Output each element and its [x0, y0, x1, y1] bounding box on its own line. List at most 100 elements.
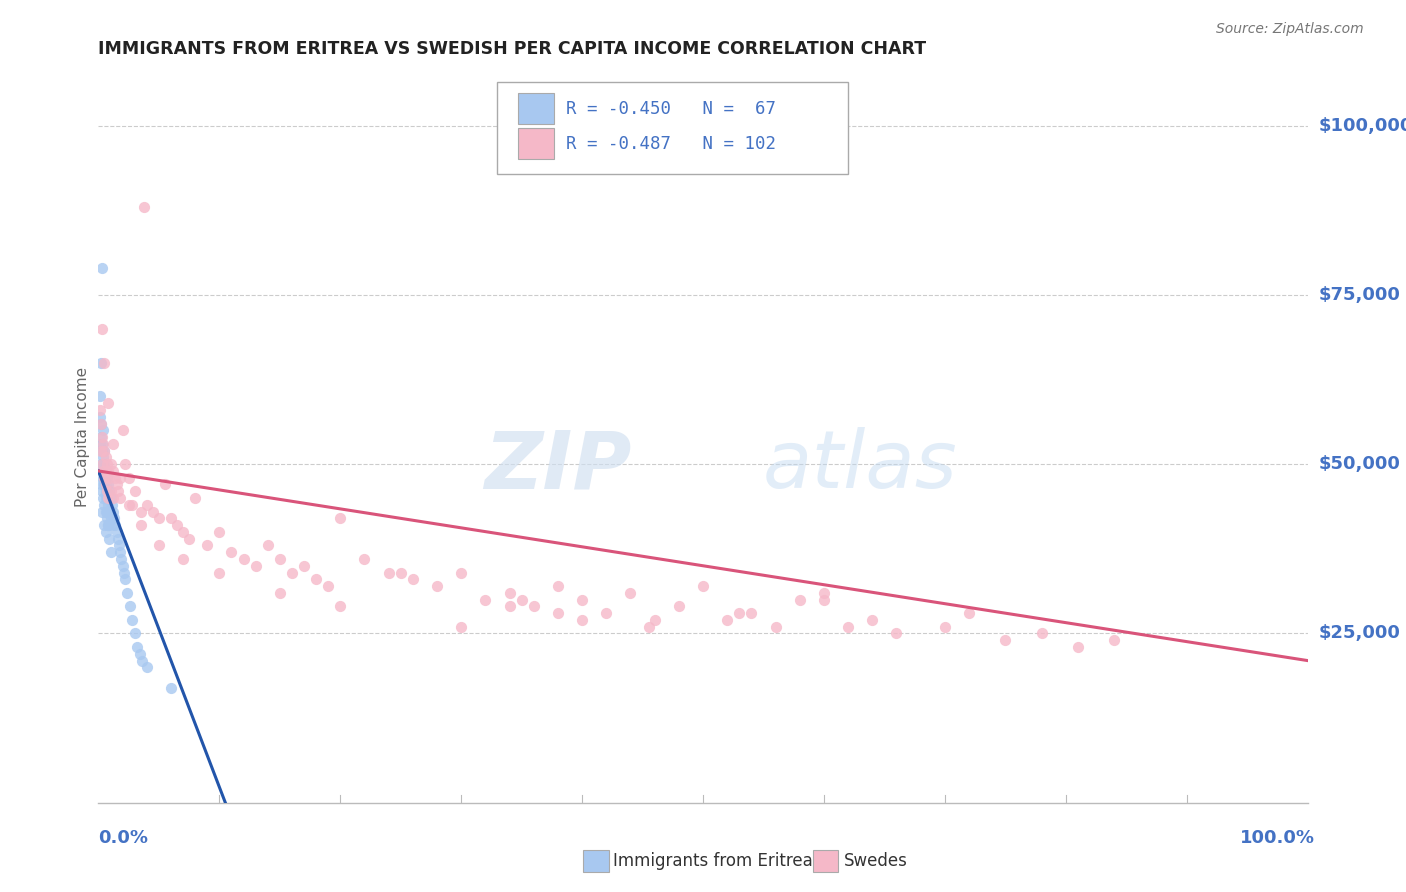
Point	[1067, 640, 1090, 654]
Point	[90, 443, 112, 458]
Point	[329, 599, 352, 614]
Point	[716, 613, 738, 627]
Point	[114, 457, 136, 471]
Point	[166, 518, 188, 533]
Point	[510, 592, 533, 607]
Point	[93, 471, 115, 485]
Point	[98, 484, 121, 499]
Point	[98, 471, 121, 485]
Point	[813, 586, 835, 600]
Text: $75,000: $75,000	[1319, 285, 1400, 304]
Point	[121, 613, 143, 627]
Point	[94, 491, 117, 505]
Point	[128, 647, 150, 661]
Point	[135, 498, 157, 512]
Point	[90, 457, 112, 471]
Point	[837, 620, 859, 634]
Point	[90, 477, 112, 491]
Point	[93, 457, 115, 471]
Point	[377, 566, 399, 580]
Point	[571, 592, 593, 607]
Point	[91, 505, 114, 519]
Point	[111, 558, 134, 573]
Point	[103, 511, 125, 525]
Point	[172, 524, 194, 539]
Point	[523, 599, 546, 614]
Point	[97, 396, 120, 410]
Text: Source: ZipAtlas.com: Source: ZipAtlas.com	[1216, 22, 1364, 37]
Point	[89, 389, 111, 403]
Text: IMMIGRANTS FROM ERITREA VS SWEDISH PER CAPITA INCOME CORRELATION CHART: IMMIGRANTS FROM ERITREA VS SWEDISH PER C…	[98, 40, 927, 58]
Point	[353, 552, 375, 566]
Point	[160, 511, 183, 525]
Point	[104, 518, 127, 533]
Point	[118, 498, 141, 512]
Point	[474, 592, 496, 607]
FancyBboxPatch shape	[498, 82, 848, 174]
Point	[97, 477, 120, 491]
Point	[91, 457, 114, 471]
Bar	[517, 94, 554, 124]
Point	[934, 620, 956, 634]
Point	[97, 464, 120, 478]
Point	[644, 613, 666, 627]
Point	[129, 518, 152, 533]
Point	[105, 524, 128, 539]
Point	[100, 498, 122, 512]
Point	[94, 450, 117, 465]
Point	[142, 505, 165, 519]
Point	[195, 538, 218, 552]
Text: Immigrants from Eritrea: Immigrants from Eritrea	[613, 852, 813, 870]
Point	[93, 443, 115, 458]
Point	[208, 566, 231, 580]
Point	[127, 640, 149, 654]
Point	[108, 545, 131, 559]
Point	[90, 430, 112, 444]
Point	[740, 606, 762, 620]
Point	[91, 457, 114, 471]
Point	[91, 430, 114, 444]
Point	[728, 606, 751, 620]
Point	[101, 464, 124, 478]
Point	[957, 606, 980, 620]
Point	[118, 471, 141, 485]
Point	[292, 558, 315, 573]
Point	[135, 660, 157, 674]
Point	[94, 464, 117, 478]
Point	[91, 491, 114, 505]
Point	[89, 409, 111, 424]
Point	[90, 355, 112, 369]
Point	[184, 491, 207, 505]
Point	[256, 538, 278, 552]
Point	[316, 579, 339, 593]
Point	[91, 443, 114, 458]
Point	[93, 498, 115, 512]
Point	[101, 437, 124, 451]
Point	[269, 552, 291, 566]
Point	[232, 552, 254, 566]
Point	[97, 491, 120, 505]
Text: R = -0.487   N = 102: R = -0.487 N = 102	[567, 135, 776, 153]
Point	[97, 518, 120, 533]
Point	[97, 498, 120, 512]
Point	[91, 450, 114, 465]
Point	[329, 511, 352, 525]
Point	[595, 606, 617, 620]
Text: Swedes: Swedes	[844, 852, 907, 870]
Point	[789, 592, 811, 607]
Point	[1102, 633, 1125, 648]
Point	[97, 518, 120, 533]
Point	[108, 471, 131, 485]
Point	[402, 572, 425, 586]
Point	[91, 322, 114, 336]
Point	[93, 355, 115, 369]
Point	[98, 505, 121, 519]
Point	[148, 511, 170, 525]
Bar	[517, 128, 554, 159]
Point	[94, 464, 117, 478]
Point	[619, 586, 641, 600]
Point	[450, 620, 472, 634]
Point	[426, 579, 449, 593]
Point	[108, 491, 131, 505]
Point	[692, 579, 714, 593]
